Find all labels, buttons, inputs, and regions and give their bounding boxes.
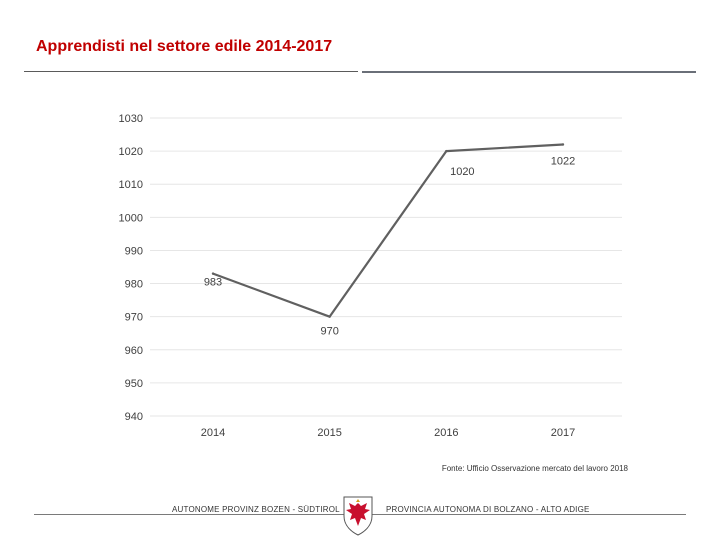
x-tick-label: 2017 (551, 427, 575, 439)
title-divider-right (362, 71, 696, 73)
y-tick-label: 940 (125, 411, 143, 423)
source-note: Fonte: Ufficio Osservazione mercato del … (441, 464, 628, 473)
y-tick-label: 1000 (119, 212, 143, 224)
y-tick-label: 970 (125, 312, 143, 324)
y-tick-label: 980 (125, 279, 143, 291)
data-point (328, 315, 331, 318)
title-divider-left (24, 71, 358, 72)
tyrol-eagle-icon (343, 496, 373, 536)
y-tick-label: 1020 (119, 146, 143, 158)
data-label: 1022 (551, 155, 575, 167)
data-point (561, 143, 565, 146)
footer-text-german: AUTONOME PROVINZ BOZEN - SÜDTIROL (172, 505, 340, 514)
data-label: 970 (320, 326, 338, 338)
data-point (211, 272, 215, 275)
y-tick-label: 1010 (119, 179, 143, 191)
data-point (445, 149, 448, 153)
data-label: 983 (204, 277, 222, 289)
x-tick-label: 2015 (317, 427, 341, 439)
series-line (212, 143, 564, 318)
y-tick-label: 950 (125, 378, 143, 390)
footer-text-italian: PROVINCIA AUTONOMA DI BOLZANO - ALTO ADI… (386, 505, 590, 514)
y-tick-label: 990 (125, 245, 143, 257)
slide-title: Apprendisti nel settore edile 2014-2017 (36, 38, 333, 55)
x-tick-label: 2016 (434, 427, 458, 439)
data-label: 1020 (450, 166, 474, 178)
y-tick-label: 1030 (119, 113, 143, 125)
x-tick-label: 2014 (201, 427, 225, 439)
y-tick-label: 960 (125, 345, 143, 357)
